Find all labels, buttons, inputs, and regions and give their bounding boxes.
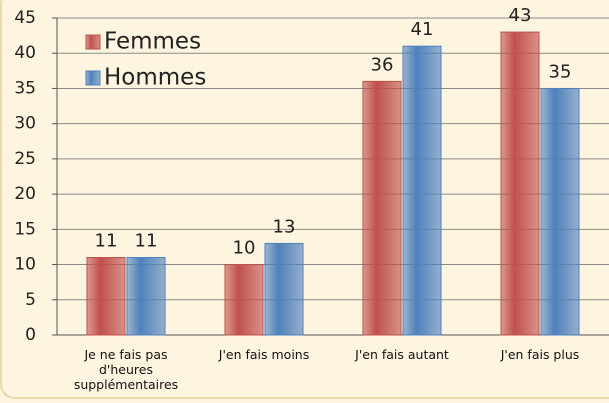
legend-swatch	[85, 34, 101, 50]
x-tick-label: J'en fais moins	[218, 347, 310, 362]
bar	[86, 257, 126, 336]
bar	[540, 87, 580, 336]
data-label: 41	[411, 19, 434, 40]
y-tick-label: 15	[14, 219, 36, 239]
y-tick-label: 45	[14, 8, 36, 28]
data-label: 36	[371, 54, 394, 75]
y-tick-label: 35	[14, 78, 36, 98]
bar	[264, 242, 304, 336]
legend-label: Hommes	[104, 65, 206, 91]
y-tick-label: 40	[14, 43, 36, 63]
data-label: 11	[135, 231, 158, 252]
legend-swatch	[85, 70, 101, 86]
bar	[402, 45, 442, 336]
data-label: 35	[549, 61, 572, 82]
bar	[224, 264, 264, 336]
y-tick-label: 10	[14, 255, 36, 275]
data-label: 10	[233, 238, 256, 259]
y-tick-label: 25	[14, 149, 36, 169]
x-tick-label: J'en fais plus	[500, 347, 580, 362]
y-tick-label: 0	[25, 325, 36, 345]
y-tick-label: 30	[14, 114, 36, 134]
x-tick-label: J'en fais autant	[355, 347, 449, 362]
bar	[362, 80, 402, 336]
legend-label: Femmes	[104, 29, 201, 55]
x-tick-label: Je ne fais pas d'heures supplémentaires	[73, 347, 179, 392]
y-tick-label: 20	[14, 184, 36, 204]
data-label: 11	[95, 231, 118, 252]
y-tick-label: 5	[25, 290, 36, 310]
bar	[126, 257, 166, 336]
data-label: 13	[273, 216, 296, 237]
data-label: 43	[509, 5, 532, 26]
bar	[500, 31, 540, 336]
